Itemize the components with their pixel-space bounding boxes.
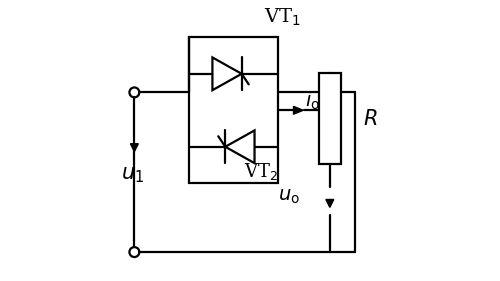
Text: $\mathregular{VT}_1$: $\mathregular{VT}_1$	[264, 6, 300, 28]
Polygon shape	[130, 144, 138, 151]
Text: $\mathregular{VT}_2$: $\mathregular{VT}_2$	[244, 161, 278, 182]
Bar	[190, 37, 278, 183]
Text: $R$: $R$	[363, 108, 378, 128]
Bar	[319, 73, 341, 164]
Text: $u_1$: $u_1$	[120, 165, 144, 185]
Text: $u_{\rm o}$: $u_{\rm o}$	[278, 188, 299, 206]
Text: $i_{\rm o}$: $i_{\rm o}$	[305, 90, 320, 112]
Polygon shape	[226, 130, 254, 163]
Polygon shape	[326, 200, 334, 207]
Polygon shape	[294, 106, 303, 114]
Polygon shape	[212, 57, 242, 90]
